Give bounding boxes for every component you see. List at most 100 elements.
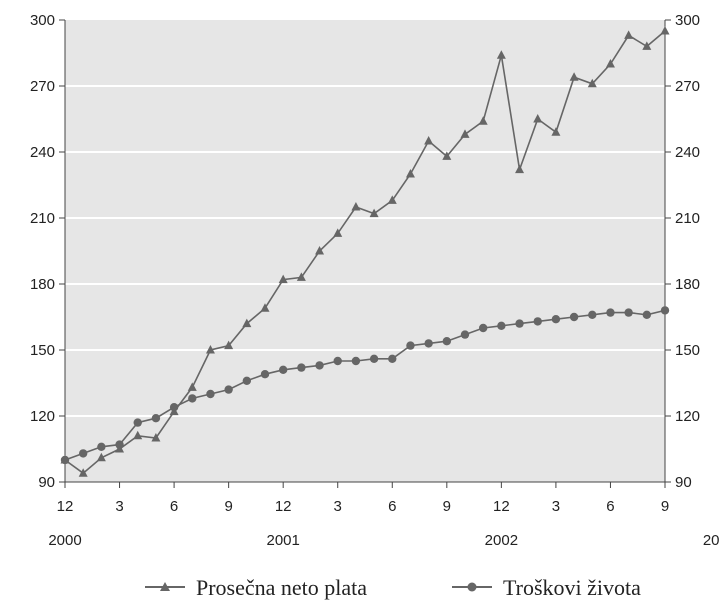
data-point-circle: [478, 323, 488, 333]
y-tick-label-right: 210: [675, 210, 700, 227]
data-point-circle: [588, 310, 597, 319]
data-point-circle: [297, 363, 306, 372]
data-point-triangle: [515, 164, 525, 174]
data-point-triangle: [660, 26, 670, 35]
data-point-circle: [624, 308, 633, 317]
data-point-circle: [551, 315, 561, 324]
data-point-triangle: [151, 433, 161, 442]
y-tick-label-left: 90: [38, 474, 55, 491]
data-point-triangle: [551, 127, 561, 136]
plot-area: [65, 20, 665, 482]
data-point-triangle: [78, 468, 88, 477]
y-tick-label-right: 180: [675, 276, 700, 293]
data-point-triangle: [424, 136, 434, 145]
data-point-circle: [369, 354, 379, 363]
y-tick-label-right: 150: [675, 342, 700, 359]
y-tick-label-right: 270: [675, 78, 700, 95]
data-point-circle: [569, 312, 579, 322]
data-point-circle: [60, 455, 70, 465]
data-point-triangle: [333, 228, 343, 237]
data-point-circle: [133, 418, 142, 427]
legend-triangle-marker-icon: [160, 582, 170, 591]
x-year-label: 2002: [485, 532, 518, 549]
data-point-triangle: [569, 72, 579, 81]
data-point-triangle: [133, 430, 143, 440]
data-point-triangle: [496, 50, 506, 59]
data-point-circle: [606, 308, 615, 317]
data-point-circle: [406, 341, 415, 350]
y-tick-label-left: 270: [30, 78, 55, 95]
data-point-circle: [424, 339, 433, 348]
data-point-circle: [533, 317, 542, 326]
data-point-circle: [278, 365, 288, 374]
legend-label-wage: Prosečna neto plata: [196, 575, 367, 600]
legend-item-wage: Prosečna neto plata: [145, 575, 367, 600]
y-tick-label-left: 180: [30, 276, 55, 293]
series-line: [64, 309, 666, 461]
data-point-triangle: [296, 272, 306, 281]
series-line: [64, 30, 666, 475]
legend-item-cost: Troškovi života: [452, 575, 641, 600]
axes: [59, 19, 671, 488]
data-point-circle: [206, 389, 215, 399]
data-point-triangle: [260, 303, 270, 312]
data-point-circle: [188, 394, 197, 403]
y-tick-label-left: 120: [30, 408, 55, 425]
x-tick-label: 12: [57, 498, 74, 515]
x-tick-label: 6: [606, 498, 614, 515]
data-point-circle: [497, 321, 506, 330]
x-tick-label: 3: [115, 498, 123, 515]
data-point-circle: [333, 356, 342, 366]
data-point-triangle: [605, 59, 615, 68]
data-point-circle: [642, 310, 652, 319]
data-point-circle: [169, 403, 179, 412]
data-point-triangle: [96, 452, 106, 462]
data-point-triangle: [387, 195, 397, 204]
data-point-triangle: [369, 208, 379, 218]
data-point-triangle: [442, 151, 452, 160]
x-year-label: 2000: [48, 532, 81, 549]
data-point-triangle: [351, 202, 361, 211]
x-tick-label: 6: [388, 498, 396, 515]
y-tick-label-left: 210: [30, 210, 55, 227]
data-point-circle: [388, 354, 397, 363]
data-point-triangle: [187, 382, 197, 391]
series-layer: [60, 26, 670, 477]
data-point-circle: [242, 376, 252, 385]
data-point-circle: [315, 361, 324, 370]
x-tick-label: 12: [493, 498, 510, 515]
data-point-triangle: [315, 246, 325, 255]
series-cost: [60, 306, 670, 465]
data-point-circle: [151, 414, 161, 423]
legend-circle-marker-icon: [467, 582, 477, 592]
data-point-triangle: [642, 41, 652, 50]
data-point-triangle: [224, 340, 234, 350]
data-point-circle: [442, 337, 452, 346]
data-point-circle: [460, 330, 470, 339]
gridlines: [65, 85, 665, 417]
data-point-triangle: [278, 274, 288, 284]
data-point-circle: [78, 449, 88, 458]
x-tick-label: 3: [334, 498, 342, 515]
data-point-triangle: [533, 114, 543, 123]
data-point-circle: [97, 442, 106, 451]
x-tick-label: 3: [552, 498, 560, 515]
legend-label-cost: Troškovi života: [503, 575, 641, 600]
data-point-circle: [260, 370, 270, 379]
y-tick-label-left: 240: [30, 144, 55, 161]
tick-labels: 90 90 120 120 150 150 180 180 210 210 240 240 270 270…: [30, 12, 720, 549]
x-tick-label: 9: [443, 498, 451, 515]
y-tick-label-right: 90: [675, 474, 692, 491]
data-point-triangle: [624, 30, 634, 39]
data-point-triangle: [405, 169, 415, 178]
y-tick-label-left: 150: [30, 342, 55, 359]
x-tick-label: 12: [275, 498, 292, 515]
legend: Prosečna neto plata Troškovi života: [145, 575, 641, 600]
data-point-triangle: [242, 318, 252, 328]
y-tick-label-left: 300: [30, 12, 55, 29]
y-tick-label-right: 300: [675, 12, 700, 29]
data-point-triangle: [587, 78, 597, 88]
data-point-circle: [660, 306, 670, 315]
x-year-label: 2001: [266, 532, 299, 549]
